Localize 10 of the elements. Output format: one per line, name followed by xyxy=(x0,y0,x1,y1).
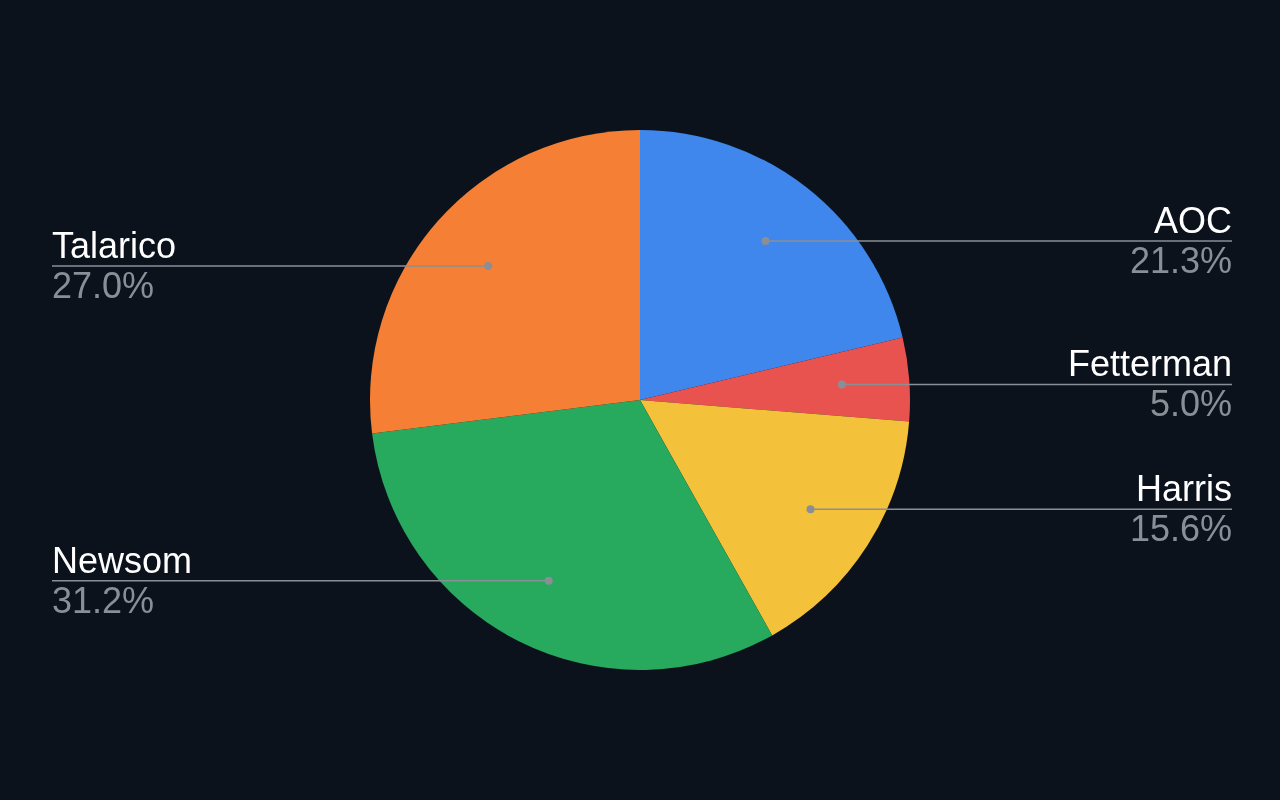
slice-label: Talarico xyxy=(52,224,177,266)
data-label: 5.0% xyxy=(1149,383,1232,425)
slice-label: Fetterman xyxy=(1067,343,1232,385)
data-label: 21.3% xyxy=(1129,240,1232,282)
data-label: 31.2% xyxy=(52,579,155,621)
data-label: 15.6% xyxy=(1129,508,1232,550)
data-label: 27.0% xyxy=(52,264,155,306)
slice-label: Harris xyxy=(1136,468,1232,510)
slice-label: Newsom xyxy=(52,539,193,581)
slice-label: AOC xyxy=(1153,200,1232,242)
